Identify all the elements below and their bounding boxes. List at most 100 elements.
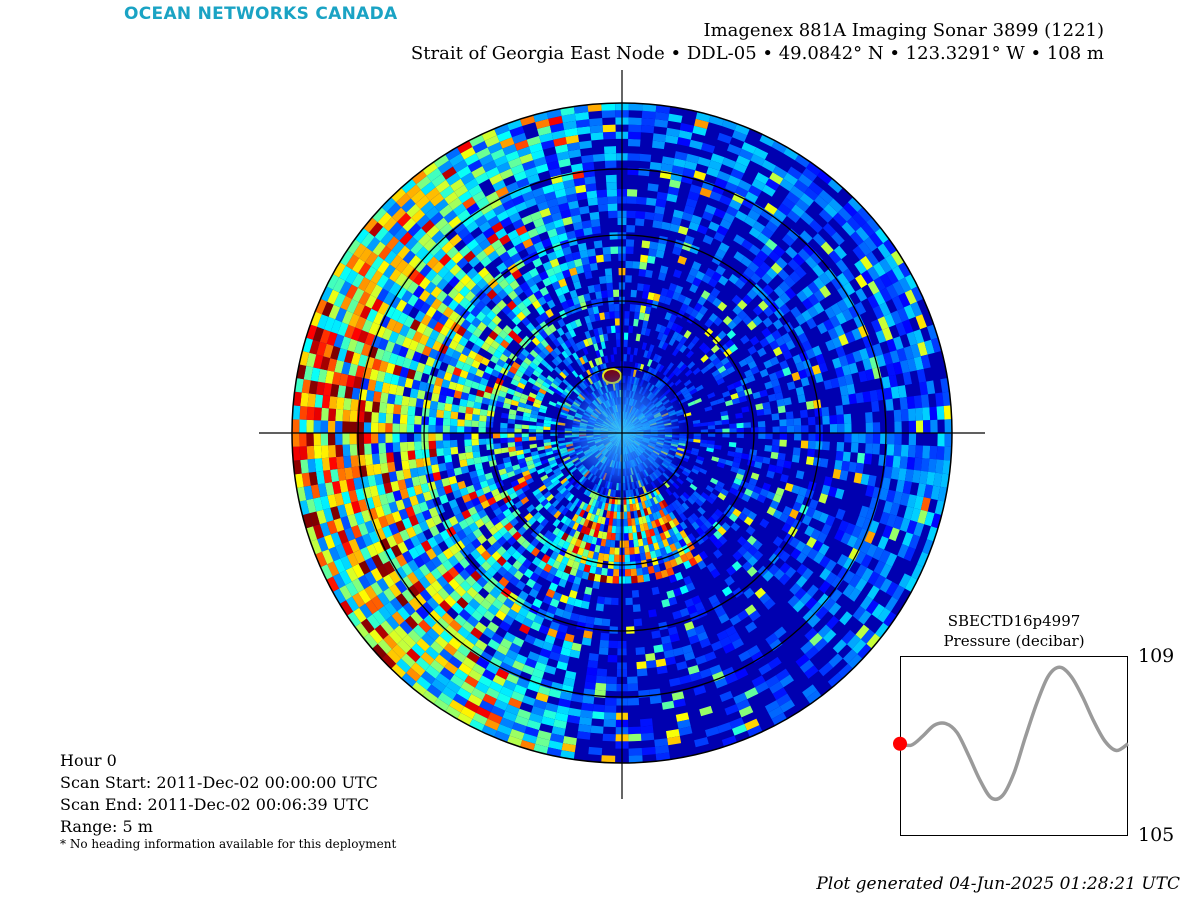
- sonar-cell: [777, 405, 786, 414]
- sonar-cell: [373, 541, 385, 555]
- sonar-cell: [378, 605, 392, 621]
- sonar-cell: [669, 633, 680, 643]
- sonar-cell: [522, 271, 533, 282]
- sonar-cell: [386, 452, 395, 463]
- sonar-cell: [395, 554, 408, 567]
- sonar-cell: [714, 373, 723, 382]
- sonar-cell: [409, 495, 419, 507]
- sonar-cell: [672, 491, 680, 500]
- sonar-cell: [522, 160, 536, 171]
- sonar-cell: [457, 376, 467, 386]
- sonar-cell: [689, 283, 699, 294]
- sonar-cell: [760, 244, 773, 257]
- sonar-cell: [722, 212, 735, 224]
- sonar-cell: [798, 173, 813, 188]
- sonar-cell: [461, 509, 472, 520]
- sonar-cell: [503, 284, 514, 295]
- sonar-cell: [786, 425, 795, 433]
- sonar-cell: [733, 161, 748, 174]
- sonar-cell: [444, 537, 455, 549]
- sonar-cell: [319, 522, 331, 537]
- sonar-cell: [751, 427, 759, 433]
- sonar-cell: [585, 512, 592, 521]
- sonar-cell: [646, 507, 652, 515]
- sonar-cell: [342, 444, 351, 457]
- sonar-cell: [485, 662, 499, 675]
- sonar-cell: [562, 610, 572, 620]
- sonar-cell: [467, 693, 483, 707]
- sonar-cell: [507, 565, 518, 576]
- sonar-cell: [374, 624, 389, 640]
- sonar-cell: [878, 258, 892, 274]
- sonar-cell: [487, 142, 503, 154]
- sonar-cell: [746, 566, 758, 577]
- sonar-cell: [593, 617, 603, 626]
- sonar-cell: [634, 546, 640, 555]
- sonar-cell: [807, 448, 815, 458]
- sonar-cell: [896, 348, 907, 362]
- sonar-cell: [936, 406, 945, 420]
- sonar-cell: [379, 315, 391, 328]
- sonar-cell: [698, 342, 708, 351]
- sonar-cell: [741, 507, 751, 517]
- sonar-cell: [756, 494, 767, 504]
- sonar-cell: [628, 124, 642, 133]
- sonar-cell: [746, 374, 756, 383]
- sonar-cell: [823, 319, 835, 331]
- sonar-cell: [691, 468, 700, 475]
- sonar-cell: [779, 292, 791, 304]
- sonar-cell: [614, 311, 620, 319]
- sonar-cell: [669, 179, 681, 189]
- sonar-cell: [767, 393, 777, 402]
- sonar-cell: [542, 477, 551, 485]
- sonar-cell: [904, 469, 914, 483]
- sonar-cell: [674, 369, 683, 377]
- sonar-cell: [912, 469, 921, 484]
- sonar-cell: [547, 228, 558, 238]
- sonar-cell: [732, 130, 748, 142]
- sonar-cell: [743, 267, 755, 279]
- sonar-cell: [747, 261, 760, 273]
- sonar-cell: [301, 472, 311, 487]
- range-label: Range: 5 m: [60, 817, 153, 836]
- sonar-cell: [582, 549, 590, 558]
- sonar-cell: [516, 535, 526, 545]
- sonar-cell: [652, 133, 666, 142]
- sonar-cell: [685, 274, 696, 284]
- sonar-cell: [401, 460, 410, 471]
- sonar-cell: [725, 205, 739, 217]
- sonar-cell: [313, 524, 324, 540]
- sonar-cell: [520, 115, 536, 126]
- sonar-cell: [420, 181, 436, 196]
- sonar-cell: [500, 517, 510, 527]
- sonar-cell: [407, 294, 419, 307]
- sonar-cell: [529, 572, 540, 583]
- sonar-cell: [527, 463, 536, 470]
- sonar-cell: [521, 433, 529, 438]
- sonar-cell: [547, 456, 556, 462]
- sonar-cell: [713, 530, 723, 540]
- sonar-cell: [552, 560, 561, 570]
- sonar-cell: [386, 403, 395, 414]
- sonar-cell: [524, 166, 538, 178]
- sonar-cell: [371, 255, 384, 271]
- sonar-cell: [752, 550, 764, 561]
- sonar-cell: [422, 325, 434, 338]
- sonar-cell: [539, 648, 552, 659]
- sonar-cell: [492, 433, 501, 439]
- sonar-cell: [528, 429, 536, 433]
- sonar-cell: [526, 353, 536, 362]
- sonar-cell: [578, 509, 586, 518]
- sonar-cell: [344, 502, 355, 516]
- sonar-cell: [789, 508, 799, 520]
- sonar-cell: [370, 433, 379, 444]
- sonar-cell: [599, 639, 609, 648]
- sonar-cell: [678, 538, 687, 548]
- sonar-cell: [630, 568, 637, 577]
- sonar-cell: [837, 286, 849, 300]
- sonar-cell: [883, 387, 893, 400]
- sonar-cell: [772, 426, 780, 433]
- sonar-cell: [359, 546, 372, 561]
- sonar-cell: [512, 464, 521, 471]
- sonar-cell: [330, 506, 341, 521]
